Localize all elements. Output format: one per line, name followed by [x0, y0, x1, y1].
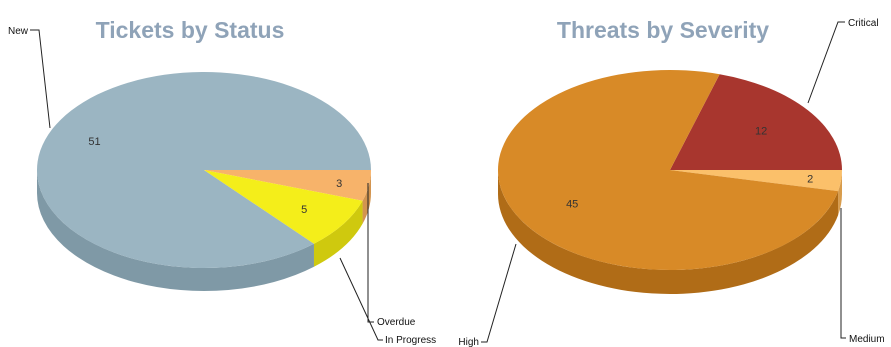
- slice-value-overdue: 3: [336, 178, 342, 190]
- pie-slice-overdue: [204, 170, 371, 201]
- slice-value-medium: 2: [807, 174, 813, 186]
- leader-line-high: [481, 243, 517, 343]
- threats-by-severity-chart: Threats by Severity 12 2 45 Critical Medium H…: [458, 17, 884, 347]
- chart-title-tickets: Tickets by Status: [96, 17, 285, 43]
- tickets-pie: 51 3 5 New Overdue In Progress: [8, 26, 436, 346]
- leader-line-new: [30, 29, 51, 129]
- pie-side-medium: [838, 170, 842, 216]
- threats-pie: 12 2 45 Critical Medium High: [458, 18, 884, 347]
- chart-title-threats: Threats by Severity: [557, 17, 769, 43]
- pie-top-faces: [498, 69, 842, 270]
- pie-side-walls: [498, 170, 842, 294]
- pie-side-high: [498, 170, 839, 294]
- pie-side-in-progress: [313, 200, 363, 267]
- leader-line-in-progress: [339, 257, 383, 341]
- callout-label-critical: Critical: [848, 18, 879, 29]
- pie-side-new: [37, 170, 314, 292]
- callout-label-overdue: Overdue: [377, 317, 416, 328]
- pie-slice-in-progress: [204, 170, 363, 244]
- callout-label-new: New: [8, 26, 29, 37]
- tickets-by-status-chart: Tickets by Status 51 3 5 New Overdue In Progr…: [8, 17, 436, 346]
- slice-value-new: 51: [88, 136, 100, 148]
- leader-line-medium: [840, 208, 846, 339]
- pie-side-overdue: [362, 170, 371, 224]
- callout-label-medium: Medium: [849, 334, 885, 345]
- callout-label-in-progress: In Progress: [385, 335, 436, 346]
- slice-value-critical: 12: [755, 126, 767, 138]
- leader-line-critical: [807, 21, 845, 104]
- pie-top-faces: [37, 72, 372, 269]
- pie-slice-medium: [670, 170, 842, 192]
- leader-line-overdue: [367, 183, 374, 323]
- slice-value-high: 45: [566, 199, 578, 211]
- pie-side-walls: [37, 170, 371, 292]
- pie-slice-high: [498, 69, 839, 270]
- callout-label-high: High: [458, 337, 479, 347]
- pie-slice-critical: [670, 74, 842, 170]
- slice-value-in-progress: 5: [301, 204, 307, 216]
